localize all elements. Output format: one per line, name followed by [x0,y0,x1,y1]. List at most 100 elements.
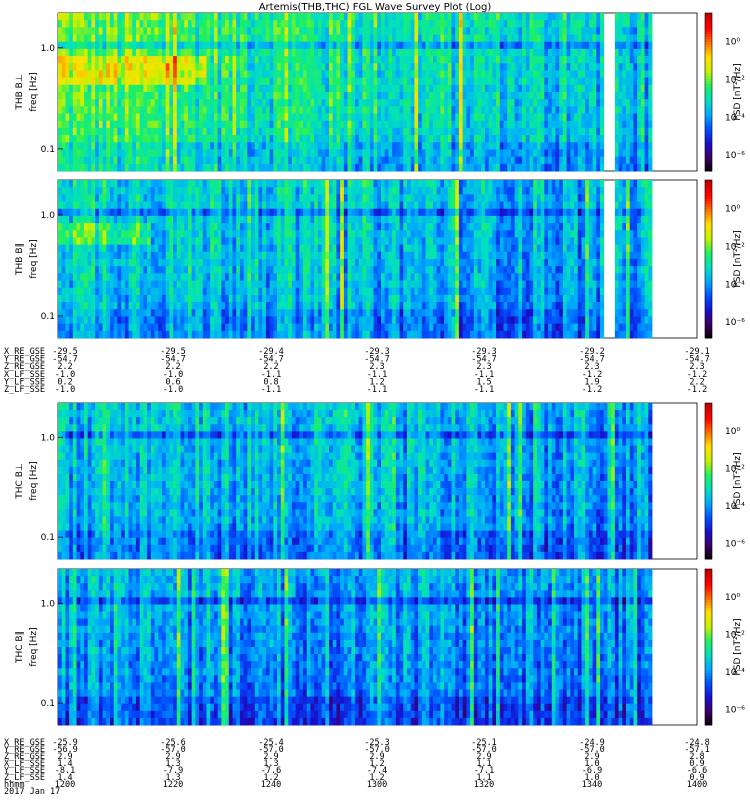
psd-cell [429,180,434,188]
psd-cell [600,237,605,246]
psd-cell [273,48,278,57]
psd-cell [644,180,649,188]
psd-cell [65,142,70,150]
psd-cell [143,156,148,165]
psd-cell [143,208,148,217]
psd-cell [210,92,215,100]
psd-cell [317,201,322,210]
psd-cell [418,106,423,114]
psd-cell [158,244,163,253]
psd-cell [436,27,441,35]
psd-cell [314,201,319,210]
psd-cell [592,113,597,122]
psd-cell [65,84,70,93]
psd-cell [406,99,412,107]
psd-cell [366,92,371,100]
psd-cell [213,13,219,21]
psd-cell [284,194,289,202]
psd-cell [358,70,363,79]
psd-cell [65,27,70,35]
psd-cell [65,99,70,107]
psd-cell [317,99,322,107]
psd-cell [80,208,85,217]
psd-cell [135,201,141,210]
psd-cell [277,34,282,43]
psd-cell [362,180,367,188]
psd-cell [291,84,296,93]
psd-cell [362,106,367,114]
psd-cell [139,92,144,100]
psd-cell [210,230,215,238]
psd-cell [251,223,256,231]
psd-cell [373,127,378,136]
psd-cell [239,34,245,43]
psd-cell [132,99,137,107]
psd-cell [392,156,397,165]
psd-cell [366,77,371,86]
psd-cell [581,156,586,165]
psd-cell [58,113,63,122]
psd-cell [618,106,623,114]
psd-cell [98,149,103,158]
psd-cell [373,135,378,143]
psd-cell [410,13,415,21]
psd-cell [444,34,449,43]
psd-cell [544,99,549,107]
psd-cell [147,230,152,238]
psd-cell [295,63,300,71]
psd-cell [258,20,263,28]
psd-cell [570,41,575,50]
psd-cell [644,56,649,64]
psd-cell [429,27,434,35]
psd-cell [98,77,103,86]
psd-cell [239,180,245,188]
psd-cell [213,142,219,150]
psd-cell [425,120,430,129]
psd-cell [76,230,81,238]
psd-cell [436,20,441,28]
psd-cell [518,215,523,224]
psd-cell [288,127,293,136]
psd-cell [470,223,475,231]
psd-cell [95,208,100,217]
psd-cell [135,63,141,71]
psd-cell [392,237,397,246]
psd-cell [570,163,575,172]
psd-cell [206,113,211,122]
psd-cell [243,13,248,21]
psd-cell [429,237,434,246]
psd-cell [132,56,137,64]
psd-cell [496,215,501,224]
psd-cell [87,187,92,195]
psd-cell [180,84,185,93]
psd-cell [128,77,133,86]
psd-cell [80,201,85,210]
psd-cell [477,34,482,43]
psd-cell [355,156,360,165]
psd-cell [180,77,185,86]
psd-cell [440,106,445,114]
psd-cell [518,156,523,165]
psd-cell [113,244,118,253]
psd-cell [373,77,378,86]
psd-cell [310,156,315,165]
psd-cell [121,201,126,210]
psd-cell [173,113,178,122]
psd-cell [69,63,74,71]
psd-cell [232,48,237,57]
psd-cell [425,230,430,238]
psd-cell [147,127,152,136]
psd-cell [455,84,460,93]
psd-cell [388,149,393,158]
psd-cell [336,20,341,28]
psd-cell [225,34,230,43]
psd-cell [173,215,178,224]
psd-cell [132,41,137,50]
psd-cell [95,230,100,238]
psd-cell [518,77,523,86]
psd-cell [150,223,155,231]
psd-cell [477,194,482,202]
psd-cell [492,230,497,238]
psd-cell [414,163,419,172]
psd-cell [458,208,464,217]
